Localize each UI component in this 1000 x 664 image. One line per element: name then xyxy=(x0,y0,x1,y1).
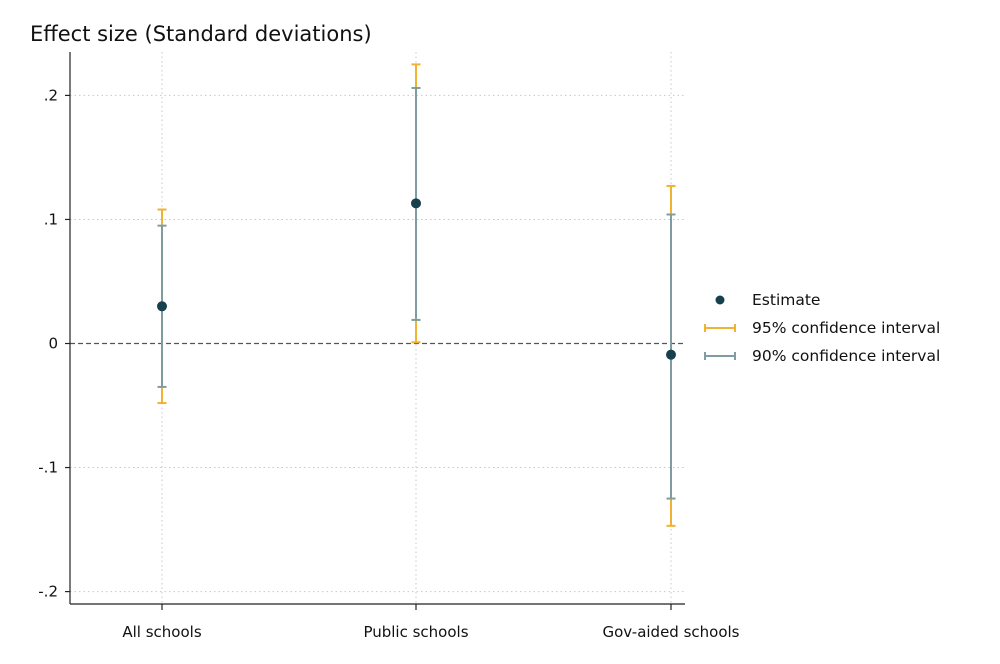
axes: .2 .1 0 -.1 -.2 All schools Public schools Gov-… xyxy=(38,52,740,641)
legend-label: 95% confidence interval xyxy=(752,319,940,337)
y-tick-label: 0 xyxy=(48,335,58,353)
plot-marks xyxy=(157,63,676,527)
y-tick-label: .2 xyxy=(44,86,58,104)
legend-label: Estimate xyxy=(752,291,820,309)
x-tick-label: Public schools xyxy=(363,623,468,641)
y-tick-label: -.1 xyxy=(38,459,58,477)
estimate-point xyxy=(666,349,676,360)
estimate-point xyxy=(411,198,421,209)
legend-label: 90% confidence interval xyxy=(752,347,940,365)
y-tick-label: .1 xyxy=(44,210,58,228)
estimate-point xyxy=(157,301,167,312)
legend: Estimate 95% confidence interval 90% confi… xyxy=(704,291,940,365)
legend-marker-estimate xyxy=(715,295,725,305)
legend-marker-ci95 xyxy=(704,324,736,332)
legend-marker-ci90 xyxy=(704,352,736,360)
x-tick-label: All schools xyxy=(122,623,201,641)
y-tick-label: -.2 xyxy=(38,583,58,601)
x-tick-label: Gov-aided schools xyxy=(603,623,740,641)
chart-title: Effect size (Standard deviations) xyxy=(30,22,372,46)
